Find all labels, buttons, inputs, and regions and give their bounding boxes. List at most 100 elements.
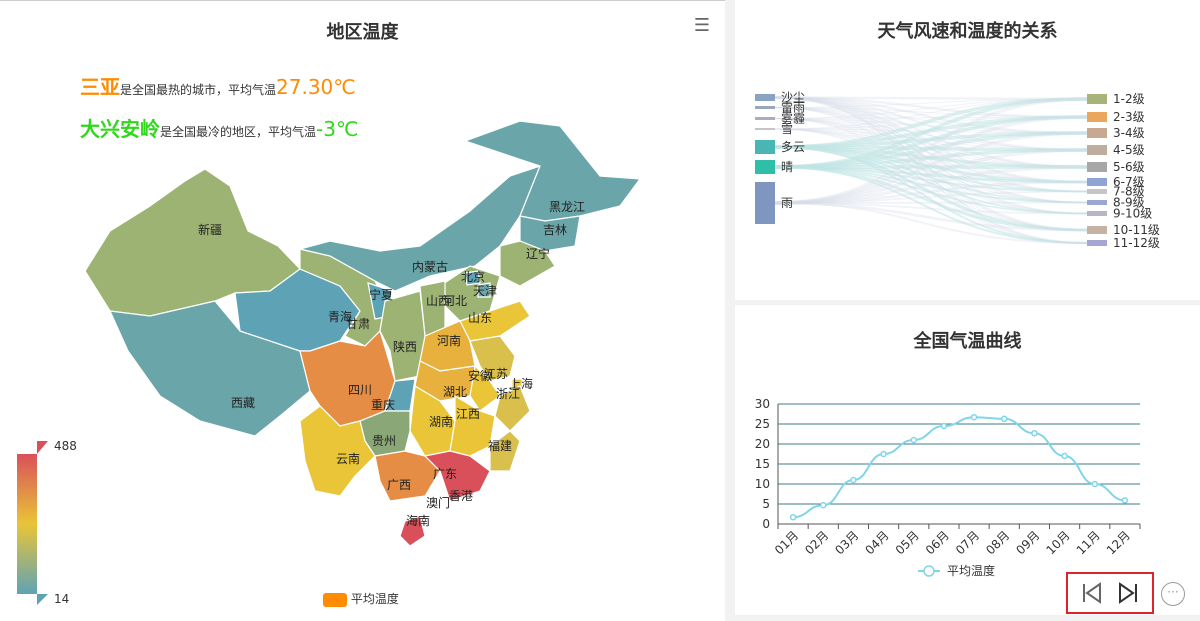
sankey-title: 天气风速和温度的关系 [877, 21, 1058, 42]
sankey-link[interactable] [774, 96, 1088, 101]
next-page-icon[interactable] [1116, 580, 1142, 606]
sankey-target-node[interactable] [1087, 189, 1107, 194]
sankey-target-node[interactable] [1087, 162, 1107, 172]
map-legend[interactable]: 平均温度 [323, 590, 399, 607]
region-guangdong [423, 450, 491, 502]
legend-label: 平均温度 [947, 563, 995, 578]
x-tick-label: 07月 [953, 528, 982, 557]
sankey-link[interactable] [774, 96, 1088, 245]
sankey-link[interactable] [774, 180, 1088, 205]
map-label-zhejiang: 浙江 [496, 387, 520, 401]
sankey-source-node[interactable] [755, 106, 775, 109]
sankey-target-label: 7-8级 [1113, 185, 1145, 199]
data-point[interactable] [789, 513, 797, 521]
sankey-target-node[interactable] [1087, 112, 1107, 122]
sankey-source-label: 沙尘 [781, 91, 805, 105]
sankey-target-node[interactable] [1087, 128, 1107, 138]
sankey-source-node[interactable] [755, 182, 775, 224]
sankey-source-node[interactable] [755, 128, 775, 130]
region-tibet [109, 300, 311, 437]
sankey-target-node[interactable] [1087, 200, 1107, 205]
coldest-region-value: -3℃ [316, 117, 359, 141]
coldest-region-line: 大兴安岭是全国最冷的地区，平均气温-3℃ [80, 113, 358, 142]
region-tianjin [477, 282, 491, 298]
region-temperature-panel: 地区温度 ☰ 三亚是全国最热的城市，平均气温27.30℃ 大兴安岭是全国最冷的地… [0, 0, 725, 621]
map-label-shanghai: 上海 [509, 376, 533, 391]
data-point[interactable] [1061, 452, 1068, 460]
visual-map-max-label: 488 [54, 439, 77, 453]
sankey-target-node[interactable] [1087, 94, 1107, 104]
sankey-link[interactable] [774, 106, 1088, 183]
y-tick-label: 20 [755, 437, 770, 451]
sankey-link[interactable] [774, 106, 1088, 118]
sankey-link[interactable] [774, 96, 1088, 119]
sankey-target-label: 3-4级 [1113, 126, 1145, 140]
map-label-tibet: 西藏 [231, 396, 255, 410]
sankey-link[interactable] [774, 106, 1088, 204]
sankey-link[interactable] [774, 117, 1088, 204]
sankey-link[interactable] [774, 117, 1088, 193]
data-point[interactable] [1001, 415, 1008, 423]
map-label-liaoning: 辽宁 [526, 246, 550, 261]
sankey-link[interactable] [774, 98, 1088, 109]
sankey-target-node[interactable] [1087, 226, 1107, 234]
hottest-city-text: 是全国最热的城市，平均气温 [120, 83, 277, 97]
hottest-city-line: 三亚是全国最热的城市，平均气温27.30℃ [80, 71, 356, 100]
sankey-link[interactable] [774, 190, 1088, 204]
sankey-link[interactable] [774, 96, 1088, 135]
data-point[interactable] [1121, 497, 1129, 504]
sankey-link[interactable] [774, 106, 1088, 168]
visual-map-bar [17, 454, 37, 594]
sankey-link[interactable] [774, 165, 1088, 245]
sankey-target-node[interactable] [1087, 145, 1107, 155]
sankey-target-node[interactable] [1087, 178, 1107, 186]
data-point[interactable] [910, 436, 917, 444]
legend-marker-icon [923, 565, 935, 577]
map-label-shanxi: 山西 [426, 294, 450, 308]
sankey-link[interactable] [774, 148, 1088, 205]
x-tick-label: 02月 [802, 528, 831, 557]
sankey-link[interactable] [774, 201, 1088, 204]
map-label-guangdong: 广东 [433, 467, 457, 481]
legend-swatch [323, 592, 347, 607]
sankey-source-node[interactable] [755, 160, 775, 174]
sankey-link[interactable] [774, 97, 1088, 205]
data-point[interactable] [940, 422, 948, 430]
x-tick-label: 03月 [832, 528, 861, 557]
data-point[interactable] [820, 501, 827, 509]
sankey-link[interactable] [774, 106, 1088, 215]
y-tick-label: 25 [755, 417, 770, 431]
sankey-target-node[interactable] [1087, 240, 1107, 246]
sankey-link[interactable] [774, 128, 1088, 214]
prev-page-icon[interactable] [1078, 580, 1104, 606]
data-point[interactable] [850, 476, 857, 484]
menu-icon[interactable]: ☰ [693, 15, 710, 36]
sankey-link[interactable] [774, 106, 1088, 134]
data-point[interactable] [1031, 429, 1038, 437]
sankey-source-node[interactable] [755, 94, 775, 101]
sankey-source-node[interactable] [755, 117, 775, 120]
data-point[interactable] [1091, 480, 1098, 488]
x-tick-label: 05月 [893, 528, 922, 557]
sankey-source-node[interactable] [755, 140, 775, 154]
data-point[interactable] [880, 450, 887, 458]
sankey-link[interactable] [774, 96, 1088, 193]
sankey-link[interactable] [774, 201, 1088, 245]
sankey-link[interactable] [774, 106, 1088, 151]
line-legend[interactable]: 平均温度 [918, 563, 995, 578]
sankey-target-label: 2-3级 [1113, 110, 1145, 124]
sankey-link[interactable] [774, 131, 1088, 205]
sankey-link[interactable] [774, 202, 1088, 215]
wind-temperature-panel: 天气风速和温度的关系 沙尘 雷雨 雾霾雪多云晴雨 1-2级 2-3级 3-4级 4-5级 5-… [735, 0, 1200, 300]
map-label-heilongjiang: 黑龙江 [549, 200, 585, 214]
map-label-qinghai: 青海 [328, 309, 352, 324]
sankey-link[interactable] [774, 201, 1088, 232]
data-point[interactable] [970, 413, 978, 421]
region-jiangsu [469, 335, 516, 382]
sankey-link[interactable] [774, 165, 1088, 205]
more-options-icon[interactable]: ··· [1161, 582, 1185, 606]
sankey-target-node[interactable] [1087, 211, 1107, 216]
sankey-link[interactable] [774, 115, 1088, 205]
